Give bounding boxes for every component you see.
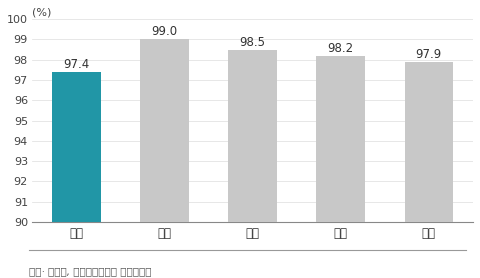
Text: 98.5: 98.5: [240, 36, 265, 49]
Text: 97.4: 97.4: [63, 58, 89, 71]
Bar: [52, 72, 101, 222]
Text: 99.0: 99.0: [151, 25, 178, 38]
Bar: [316, 56, 365, 222]
Text: 98.2: 98.2: [328, 42, 354, 54]
Text: (%): (%): [32, 8, 52, 18]
Bar: [228, 49, 277, 222]
Bar: [405, 62, 453, 222]
Text: 97.9: 97.9: [416, 48, 442, 61]
Bar: [140, 39, 189, 222]
Text: 자료· 금감원, 메리츠종금증권 리서치센터: 자료· 금감원, 메리츠종금증권 리서치센터: [29, 267, 151, 277]
